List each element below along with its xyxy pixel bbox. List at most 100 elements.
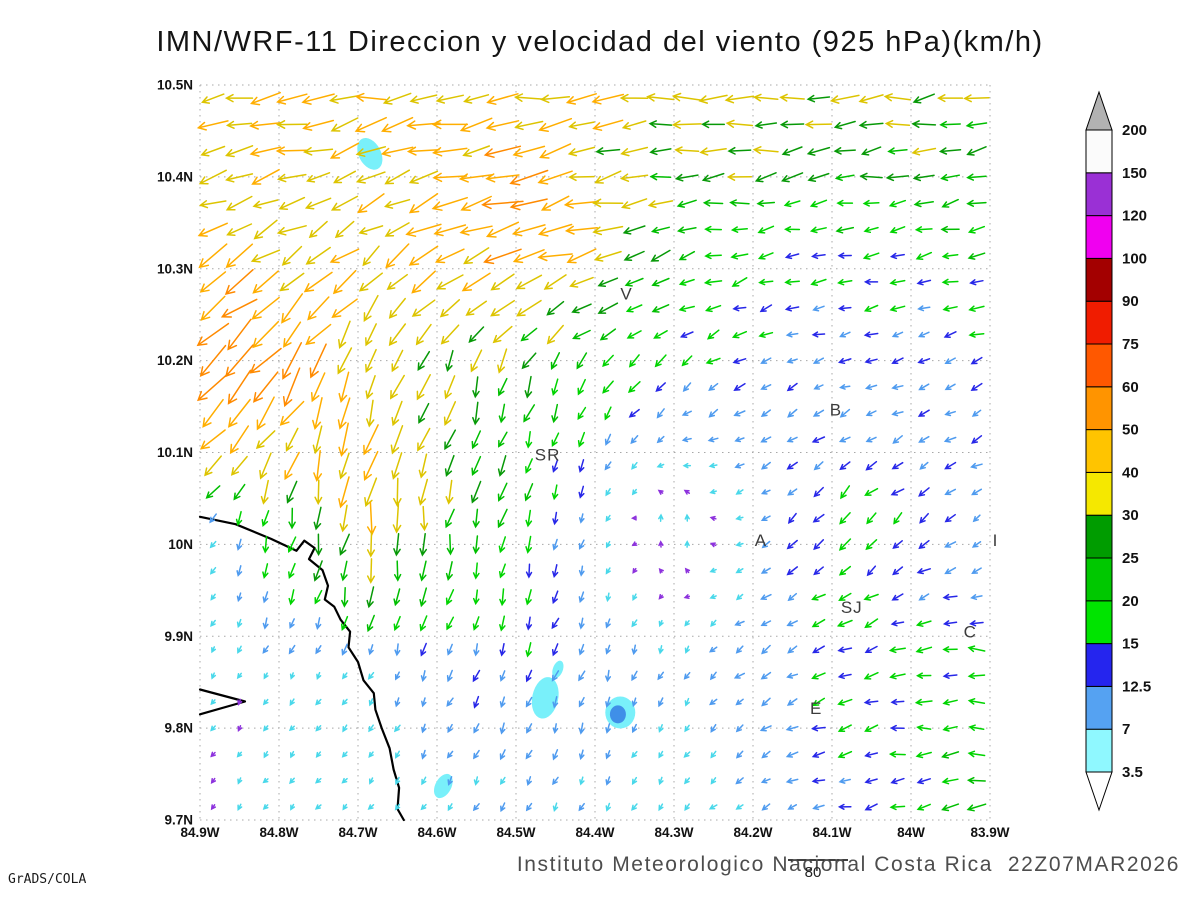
wind-arrow bbox=[657, 489, 664, 495]
station-labels: V SR B A SJ C E I bbox=[535, 285, 998, 718]
wind-arrow bbox=[233, 483, 246, 501]
wind-arrow bbox=[445, 589, 455, 606]
lon-tick-label: 84.2W bbox=[733, 825, 772, 840]
wind-arrow bbox=[760, 436, 772, 443]
wind-arrow bbox=[676, 226, 697, 234]
wind-arrow bbox=[837, 750, 853, 759]
wind-arrow bbox=[684, 803, 690, 811]
wind-arrow bbox=[525, 563, 533, 579]
wind-arrow bbox=[331, 298, 358, 319]
wind-arrow bbox=[787, 512, 797, 524]
wind-arrow bbox=[683, 777, 691, 785]
station-label: SR bbox=[535, 445, 561, 464]
wind-arrow bbox=[752, 146, 779, 155]
wind-arrow bbox=[252, 320, 280, 349]
wind-arrow bbox=[262, 725, 269, 732]
wind-arrow bbox=[315, 725, 322, 732]
wind-arrow bbox=[552, 749, 559, 761]
wind-arrow bbox=[340, 560, 348, 582]
wind-arrow bbox=[733, 672, 746, 679]
wind-arrow bbox=[209, 540, 217, 549]
wind-arrow bbox=[760, 461, 771, 470]
wind-arrow bbox=[701, 172, 725, 183]
wind-arrow bbox=[594, 170, 622, 184]
wind-arrow bbox=[605, 618, 611, 629]
wind-arrow bbox=[785, 777, 799, 784]
wind-arrow bbox=[888, 199, 907, 208]
wind-arrow bbox=[363, 424, 379, 456]
wind-arrow bbox=[391, 400, 403, 427]
wind-arrow bbox=[440, 324, 460, 345]
wind-arrow bbox=[472, 376, 480, 399]
wind-arrow bbox=[262, 804, 269, 810]
colorbar-label: 25 bbox=[1122, 550, 1139, 567]
wind-arrow bbox=[472, 669, 481, 683]
wind-arrow bbox=[942, 699, 958, 706]
wind-arrow bbox=[550, 352, 561, 370]
wind-arrow bbox=[971, 435, 983, 444]
wind-arrow bbox=[405, 223, 442, 237]
wind-arrow bbox=[729, 199, 750, 207]
wind-arrow bbox=[552, 538, 559, 551]
wind-arrow bbox=[211, 646, 217, 654]
wind-arrow bbox=[420, 670, 427, 683]
wind-arrow bbox=[525, 535, 533, 554]
wind-arrow bbox=[968, 331, 985, 338]
wind-arrow bbox=[290, 803, 296, 811]
wind-arrow bbox=[627, 381, 641, 393]
wind-arrow bbox=[262, 535, 270, 554]
wind-arrow bbox=[230, 455, 248, 476]
wind-arrow bbox=[864, 618, 879, 629]
wind-arrow bbox=[863, 278, 879, 286]
wind-arrow bbox=[605, 567, 611, 575]
wind-arrow bbox=[650, 249, 671, 262]
wind-arrow bbox=[314, 804, 322, 810]
colorbar-label: 30 bbox=[1122, 507, 1139, 524]
wind-arrow bbox=[779, 93, 805, 102]
wind-arrow bbox=[289, 672, 295, 680]
wind-arrow bbox=[546, 300, 565, 316]
wind-arrow bbox=[699, 147, 727, 156]
wind-arrow bbox=[252, 270, 279, 294]
wind-arrow bbox=[198, 169, 227, 185]
wind-arrow bbox=[276, 93, 308, 105]
wind-arrow bbox=[462, 145, 491, 158]
wind-arrow bbox=[966, 199, 987, 207]
wind-arrow bbox=[806, 94, 831, 103]
wind-arrow bbox=[551, 670, 560, 682]
wind-arrow bbox=[236, 751, 243, 758]
wind-arrow bbox=[358, 272, 383, 292]
wind-arrow bbox=[731, 277, 748, 287]
wind-arrow bbox=[865, 436, 877, 443]
wind-arrow bbox=[282, 367, 301, 408]
wind-arrow bbox=[416, 374, 431, 401]
colorbar-box bbox=[1085, 471, 1113, 516]
wind-arrow bbox=[781, 146, 803, 156]
wind-arrow bbox=[576, 352, 588, 370]
wind-arrow bbox=[912, 173, 935, 182]
wind-arrow bbox=[709, 646, 718, 653]
wind-arrow bbox=[289, 777, 295, 785]
wind-arrow bbox=[463, 94, 490, 104]
wind-arrow bbox=[473, 749, 480, 760]
wind-arrow bbox=[419, 560, 427, 582]
wind-arrow bbox=[631, 776, 638, 786]
colorbar-box bbox=[1085, 172, 1113, 217]
lon-tick-label: 83.9W bbox=[970, 825, 1009, 840]
wind-arrow bbox=[444, 454, 455, 477]
wind-arrow bbox=[811, 672, 826, 680]
wind-arrow bbox=[472, 589, 480, 606]
wind-arrow bbox=[465, 300, 488, 316]
wind-arrow bbox=[602, 380, 614, 394]
wind-arrow bbox=[786, 539, 798, 550]
wind-arrow bbox=[658, 593, 664, 600]
wind-arrow bbox=[621, 120, 647, 130]
wind-arrow bbox=[314, 533, 323, 557]
wind-arrow bbox=[889, 803, 906, 811]
wind-arrow bbox=[942, 672, 958, 679]
wind-arrow bbox=[786, 620, 798, 627]
colorbar-label: 3.5 bbox=[1122, 764, 1143, 781]
wind-arrow bbox=[707, 436, 719, 443]
wind-arrow bbox=[225, 195, 253, 211]
